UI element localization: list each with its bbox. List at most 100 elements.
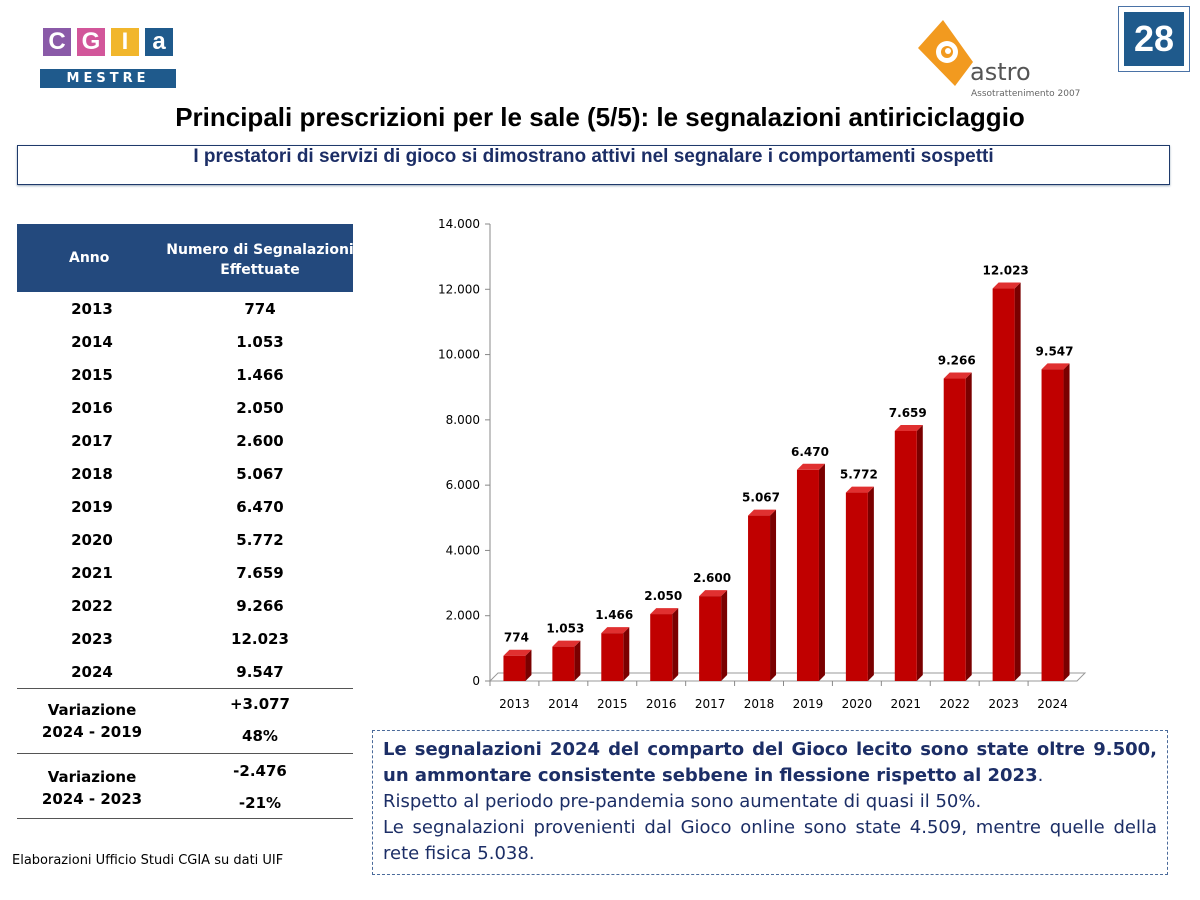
bar-top [845, 486, 874, 493]
table-row: 2018 5.067 [17, 457, 353, 490]
astro-name: astro [970, 58, 1031, 86]
table-row: 2023 12.023 [17, 622, 353, 655]
page-title: Principali prescrizioni per le sale (5/5… [175, 102, 1025, 132]
y-tick-label: 8.000 [446, 413, 480, 427]
bar-side [818, 463, 825, 681]
value-cell: 2.600 [236, 431, 284, 450]
value-cell: 6.470 [236, 497, 284, 516]
page-subtitle: I prestatori di servizi di gioco si dimo… [17, 145, 1170, 185]
value-cell: 774 [244, 299, 276, 318]
bar-top [552, 640, 581, 647]
year-cell: 2024 [71, 662, 113, 681]
data-label: 1.466 [595, 608, 633, 622]
y-tick-label: 10.000 [438, 348, 480, 362]
variation-row: Variazione 2024 - 2023 -2.476 -21% [17, 753, 353, 819]
bar-side [1063, 363, 1070, 681]
table-row: 2020 5.772 [17, 523, 353, 556]
bar [503, 655, 526, 681]
value-cell: 5.067 [236, 464, 284, 483]
header-numero: Numero di Segnalazioni Effettuate [166, 242, 354, 278]
bar-side [525, 649, 532, 681]
table-row: 2013 774 [17, 292, 353, 325]
bar-side [721, 590, 728, 681]
y-tick-label: 4.000 [446, 543, 480, 557]
bar [650, 614, 673, 681]
data-label: 5.067 [742, 491, 780, 505]
value-cell: 1.466 [236, 365, 284, 384]
year-cell: 2023 [71, 629, 113, 648]
x-tick-label: 2023 [988, 697, 1019, 711]
note-line3: Le segnalazioni provenienti dal Gioco on… [383, 817, 1157, 864]
data-label: 9.266 [938, 354, 976, 368]
bar-side [672, 608, 679, 681]
bar [845, 492, 868, 681]
bar-side [1014, 282, 1021, 681]
bar-top [601, 627, 630, 634]
year-cell: 2021 [71, 563, 113, 582]
data-label: 12.023 [982, 264, 1028, 278]
bar-side [770, 509, 777, 681]
data-label: 2.050 [644, 589, 682, 603]
x-tick-label: 2019 [793, 697, 824, 711]
x-tick-label: 2022 [939, 697, 970, 711]
bar [894, 430, 917, 681]
data-label: 2.600 [693, 571, 731, 585]
table-row: 2014 1.053 [17, 325, 353, 358]
value-cell: 2.050 [236, 398, 284, 417]
logo-sub: MESTRE [40, 69, 176, 88]
y-tick-label: 6.000 [446, 478, 480, 492]
y-tick-label: 2.000 [446, 609, 480, 623]
year-cell: 2018 [71, 464, 113, 483]
note-line2: Rispetto al periodo pre-pandemia sono au… [383, 791, 982, 812]
bar-top [748, 509, 777, 516]
bar-top [992, 282, 1021, 289]
year-cell: 2020 [71, 530, 113, 549]
bar-top [699, 590, 728, 597]
x-tick-label: 2014 [548, 697, 579, 711]
bar-side [965, 372, 972, 681]
x-tick-label: 2018 [744, 697, 775, 711]
bar-top [503, 649, 532, 656]
table-row: 2022 9.266 [17, 589, 353, 622]
x-tick-label: 2020 [842, 697, 873, 711]
bar-top [943, 372, 972, 379]
value-cell: 9.547 [236, 662, 284, 681]
bar [601, 633, 624, 681]
table-row: 2024 9.547 [17, 655, 353, 688]
source-note: Elaborazioni Ufficio Studi CGIA su dati … [12, 853, 284, 868]
data-label: 6.470 [791, 445, 829, 459]
note-box: Le segnalazioni 2024 del comparto del Gi… [372, 730, 1168, 875]
table-header: Anno Numero di Segnalazioni Effettuate [17, 224, 354, 292]
year-cell: 2015 [71, 365, 113, 384]
table-row: 2019 6.470 [17, 490, 353, 523]
bar-side [867, 486, 874, 681]
y-tick-label: 14.000 [438, 217, 480, 231]
data-label: 774 [504, 631, 529, 645]
bar-chart: 0 2.000 4.000 6.000 8.000 10.000 12.000 14.000 7… [438, 217, 1087, 711]
year-cell: 2022 [71, 596, 113, 615]
variation-row: Variazione 2024 - 2019 +3.077 48% [17, 688, 353, 753]
logo-letter: G [77, 28, 105, 56]
value-cell: 9.266 [236, 596, 284, 615]
logo-letter: C [43, 28, 71, 56]
bar-side [916, 424, 923, 681]
bar [943, 378, 966, 681]
bar-top [894, 424, 923, 431]
data-label: 7.659 [889, 406, 927, 420]
bar-top [650, 608, 679, 615]
x-tick-label: 2024 [1037, 697, 1068, 711]
data-table: Anno Numero di Segnalazioni Effettuate 2… [17, 224, 354, 819]
bar-top [1041, 363, 1070, 370]
year-cell: 2016 [71, 398, 113, 417]
bar-side [574, 640, 581, 681]
x-tick-label: 2013 [499, 697, 530, 711]
year-cell: 2019 [71, 497, 113, 516]
value-cell: 1.053 [236, 332, 284, 351]
year-cell: 2014 [71, 332, 113, 351]
bar-top [796, 463, 825, 470]
data-label: 9.547 [1036, 344, 1074, 358]
value-cell: 7.659 [236, 563, 284, 582]
note-bold: Le segnalazioni 2024 del comparto del Gi… [383, 739, 1157, 786]
cgia-logo: C G I a MESTRE [40, 22, 176, 88]
logo-letter: a [145, 28, 173, 56]
